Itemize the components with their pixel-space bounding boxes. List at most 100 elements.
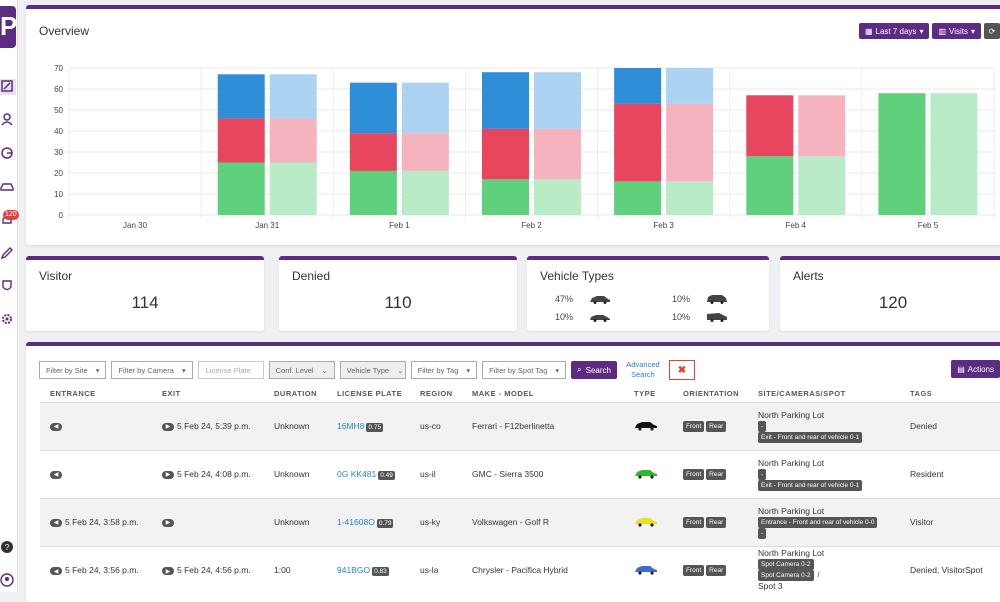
- col-make-model[interactable]: MAKE - MODEL: [472, 389, 534, 399]
- refresh-icon: ⟳: [988, 26, 996, 36]
- exit-time: 5 Feb 24, 5:39 p.m.: [177, 421, 251, 431]
- col-site[interactable]: SITE/CAMERAS/SPOT: [758, 389, 846, 399]
- site-filter[interactable]: Filter by Site ▾: [39, 361, 107, 379]
- date-range-button[interactable]: ▦ Last 7 days ▾: [858, 23, 930, 39]
- filter-bar: Filter by Site ▾ Filter by Camera ▾ Licens…: [39, 360, 695, 380]
- refresh-button[interactable]: ⟳: [984, 23, 1000, 39]
- clear-filters-button[interactable]: ✖: [668, 360, 695, 380]
- settings-icon[interactable]: [0, 312, 16, 328]
- search-icon: ⌕: [577, 365, 582, 374]
- y-tick-label: 40: [54, 127, 63, 136]
- table-row[interactable]: ◀ ▶ 5 Feb 24, 4:08 p.m. Unknown 0G KK481 0.49…: [40, 450, 1000, 498]
- license-plate-placeholder: License Plate: [205, 365, 251, 375]
- region-cell: us-la: [420, 565, 439, 576]
- bar-compare: [269, 74, 317, 119]
- visitor-card[interactable]: Visitor 114: [26, 256, 264, 331]
- license-plate-link[interactable]: 16MH8: [337, 421, 365, 431]
- col-orientation[interactable]: ORIENTATION: [683, 389, 740, 399]
- help-icon[interactable]: ?: [0, 540, 16, 556]
- license-plate-link[interactable]: 0G KK481: [337, 469, 377, 479]
- account-icon[interactable]: [0, 573, 16, 589]
- analytics-icon[interactable]: [0, 146, 16, 162]
- bar: [746, 156, 794, 215]
- app-logo[interactable]: P: [0, 6, 17, 48]
- x-tick-label: Jan 31: [255, 221, 280, 230]
- vehicle-type-select[interactable]: Vehicle Type ⌄: [339, 361, 406, 379]
- bar: [614, 181, 662, 215]
- entrance-time: 5 Feb 24, 3:58 p.m.: [65, 517, 139, 527]
- site-tag: -: [758, 468, 767, 480]
- col-region[interactable]: REGION: [420, 389, 453, 399]
- orientation-front: Front: [683, 565, 705, 577]
- site-spot: Spot 3: [758, 581, 783, 592]
- bar-compare: [401, 82, 449, 134]
- site-cell: North Parking Lot Entrance - Front and re…: [748, 498, 900, 546]
- calendar-icon: ▦: [864, 26, 873, 36]
- alerts-icon[interactable]: 120: [0, 210, 19, 229]
- bar: [217, 118, 265, 163]
- y-tick-label: 50: [54, 106, 63, 115]
- list-icon: ▤: [957, 364, 965, 374]
- denied-card[interactable]: Denied 110: [279, 256, 517, 331]
- vehicle-type-pct: 10%: [672, 312, 691, 322]
- site-tag: Exit - Front and rear of vehicle 0-1: [758, 431, 863, 443]
- orientation-front: Front: [683, 421, 705, 432]
- camera-filter[interactable]: Filter by Camera ▾: [111, 361, 193, 379]
- suv-icon: [707, 295, 728, 304]
- confidence-badge: 0.49: [378, 471, 395, 480]
- camera-filter-label: Filter by Camera: [118, 365, 174, 375]
- entrance-cell: ◀ 5 Feb 24, 3:56 p.m.: [40, 546, 152, 594]
- col-tags[interactable]: TAGS: [910, 389, 933, 399]
- advanced-search-link[interactable]: Advanced Search: [622, 360, 664, 380]
- denied-label: Denied: [292, 269, 331, 283]
- metric-label: Visits: [949, 26, 968, 36]
- bar: [482, 72, 529, 129]
- vehicle-type-pct: 10%: [555, 312, 574, 322]
- spot-tag-filter[interactable]: Filter by Spot Tag ▾: [482, 361, 567, 379]
- table-row[interactable]: ◀ ▶ 5 Feb 24, 5:39 p.m. Unknown 16MH8 0.75 us-…: [40, 402, 1000, 450]
- caret-down-icon: ▾: [95, 365, 100, 375]
- denied-value: 110: [384, 293, 412, 312]
- bar-compare: [534, 128, 581, 180]
- overview-controls: ▦ Last 7 days ▾ ▥ Visits ▾ ⟳: [858, 23, 1000, 39]
- y-tick-label: 0: [59, 211, 64, 220]
- conf-level-select[interactable]: Conf. Level ⌄: [268, 361, 335, 379]
- duration-cell: 1:00: [274, 565, 291, 576]
- people-icon[interactable]: [0, 112, 16, 128]
- table-row[interactable]: ◀ 5 Feb 24, 3:56 p.m. ▶ 5 Feb 24, 4:56 p.m.…: [40, 546, 1000, 594]
- actions-button[interactable]: ▤ Actions: [951, 360, 1000, 378]
- license-plate-input[interactable]: License Plate: [197, 361, 264, 379]
- search-label: Search: [585, 365, 611, 375]
- col-license-plate[interactable]: LICENSE PLATE: [337, 389, 403, 399]
- date-range-label: Last 7 days: [875, 26, 917, 36]
- vehicle-types-card[interactable]: Vehicle Types 47% 10% 10% 10%: [527, 256, 769, 331]
- exit-direction-icon: ▶: [162, 518, 174, 527]
- bar-chart-icon: ▥: [938, 26, 947, 36]
- col-exit[interactable]: EXIT: [162, 389, 181, 399]
- metric-button[interactable]: ▥ Visits ▾: [932, 23, 981, 39]
- vehicle-types-label: Vehicle Types: [540, 269, 614, 283]
- table-row[interactable]: ◀ 5 Feb 24, 3:58 p.m. ▶ Unknown 1-41608O 0.79…: [40, 498, 1000, 546]
- col-entrance[interactable]: ENTRANCE: [50, 389, 96, 399]
- site-cell: North Parking Lot Spot Camera 0-2 Spot Cam…: [748, 546, 900, 594]
- search-button[interactable]: ⌕ Search: [571, 361, 617, 379]
- x-tick-label: Jan 30: [123, 221, 148, 230]
- site-separator: /: [817, 572, 820, 580]
- tag-filter[interactable]: Filter by Tag ▾: [410, 361, 478, 379]
- caret-down-icon: ▾: [555, 365, 560, 375]
- bar: [349, 133, 397, 171]
- license-plate-link[interactable]: 941BGO: [337, 565, 371, 576]
- advanced-search-line2: Search: [631, 370, 655, 379]
- shield-icon[interactable]: [0, 279, 16, 295]
- alerts-card[interactable]: Alerts 120: [780, 256, 1000, 331]
- duration-cell: Unknown: [274, 469, 310, 479]
- col-duration[interactable]: DURATION: [274, 389, 318, 399]
- license-plate-link[interactable]: 1-41608O: [337, 517, 375, 527]
- vehicle-type-item: 47%: [555, 294, 611, 304]
- dashboard-icon[interactable]: [0, 79, 16, 95]
- type-cell: [624, 450, 673, 498]
- tags-cell: Visitor: [910, 517, 934, 527]
- car-icon[interactable]: [0, 179, 16, 195]
- edit-icon[interactable]: [0, 246, 16, 262]
- col-type[interactable]: TYPE: [634, 389, 656, 399]
